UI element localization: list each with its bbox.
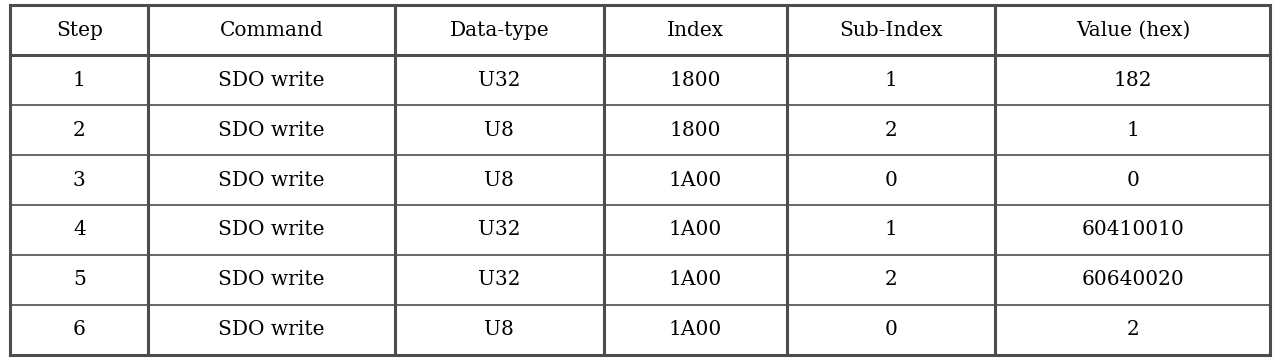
Text: U32: U32 [478, 270, 520, 289]
Text: Step: Step [56, 21, 102, 40]
Text: 2: 2 [1126, 320, 1139, 339]
Text: Index: Index [667, 21, 723, 40]
Text: 1A00: 1A00 [668, 171, 722, 189]
Text: 1: 1 [1126, 121, 1140, 140]
Text: 6: 6 [73, 320, 86, 339]
Text: 182: 182 [1113, 71, 1153, 90]
Text: U32: U32 [478, 71, 520, 90]
Text: SDO write: SDO write [219, 171, 325, 189]
Text: 2: 2 [884, 270, 897, 289]
Text: 1A00: 1A00 [668, 320, 722, 339]
Text: 60410010: 60410010 [1081, 220, 1185, 239]
Text: U8: U8 [484, 121, 514, 140]
Text: 1800: 1800 [670, 71, 721, 90]
Text: SDO write: SDO write [219, 220, 325, 239]
Text: Command: Command [220, 21, 323, 40]
Text: U8: U8 [484, 171, 514, 189]
Text: 1800: 1800 [670, 121, 721, 140]
Text: 4: 4 [73, 220, 86, 239]
Text: 1: 1 [73, 71, 86, 90]
Text: 0: 0 [884, 171, 897, 189]
Text: 60640020: 60640020 [1081, 270, 1185, 289]
Text: SDO write: SDO write [219, 71, 325, 90]
Text: 5: 5 [73, 270, 86, 289]
Text: Data-type: Data-type [450, 21, 550, 40]
Text: SDO write: SDO write [219, 121, 325, 140]
Text: 1A00: 1A00 [668, 270, 722, 289]
Text: Value (hex): Value (hex) [1076, 21, 1190, 40]
Text: 2: 2 [884, 121, 897, 140]
Text: 1: 1 [884, 71, 897, 90]
Text: 1A00: 1A00 [668, 220, 722, 239]
Text: 2: 2 [73, 121, 86, 140]
Text: 1: 1 [884, 220, 897, 239]
Text: Sub-Index: Sub-Index [840, 21, 943, 40]
Text: U8: U8 [484, 320, 514, 339]
Text: SDO write: SDO write [219, 270, 325, 289]
Text: 0: 0 [884, 320, 897, 339]
Text: U32: U32 [478, 220, 520, 239]
Text: 3: 3 [73, 171, 86, 189]
Text: SDO write: SDO write [219, 320, 325, 339]
Text: 0: 0 [1126, 171, 1140, 189]
